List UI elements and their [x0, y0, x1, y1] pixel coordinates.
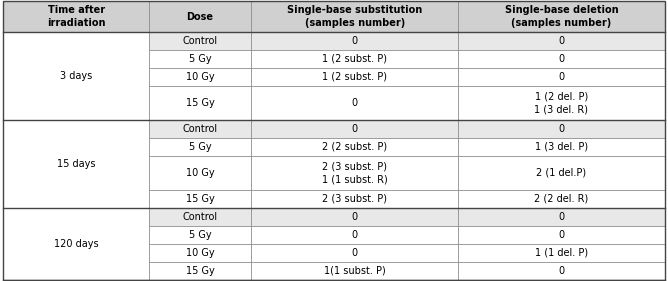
Text: 0: 0 — [558, 266, 564, 276]
Text: 5 Gy: 5 Gy — [189, 230, 211, 240]
Bar — [251, 86, 458, 120]
Text: 0: 0 — [558, 36, 564, 46]
Bar — [149, 68, 251, 86]
Text: Single-base substitution
(samples number): Single-base substitution (samples number… — [287, 5, 422, 28]
Text: 0: 0 — [558, 212, 564, 222]
Bar — [149, 138, 251, 156]
Bar — [251, 68, 458, 86]
Text: 3 days: 3 days — [60, 71, 92, 81]
Text: 120 days: 120 days — [53, 239, 98, 249]
Bar — [458, 208, 665, 226]
Bar — [149, 1, 251, 32]
Bar — [251, 244, 458, 262]
Bar — [3, 208, 149, 280]
Bar — [3, 120, 149, 208]
Text: Control: Control — [182, 36, 218, 46]
Text: 0: 0 — [351, 124, 358, 134]
Bar — [251, 32, 458, 50]
Text: 15 Gy: 15 Gy — [186, 194, 214, 204]
Bar — [3, 32, 149, 120]
Text: 1 (3 del. P): 1 (3 del. P) — [535, 142, 588, 152]
Text: 0: 0 — [558, 124, 564, 134]
Text: 1 (2 subst. P): 1 (2 subst. P) — [322, 54, 387, 64]
Bar — [458, 32, 665, 50]
Text: 0: 0 — [558, 54, 564, 64]
Text: 5 Gy: 5 Gy — [189, 142, 211, 152]
Text: 0: 0 — [351, 212, 358, 222]
Bar — [458, 226, 665, 244]
Bar — [251, 190, 458, 208]
Text: 10 Gy: 10 Gy — [186, 248, 214, 258]
Text: 0: 0 — [351, 248, 358, 258]
Text: Control: Control — [182, 212, 218, 222]
Text: Dose: Dose — [186, 12, 214, 22]
Text: 15 Gy: 15 Gy — [186, 98, 214, 108]
Text: 1(1 subst. P): 1(1 subst. P) — [324, 266, 385, 276]
Text: Single-base deletion
(samples number): Single-base deletion (samples number) — [504, 5, 618, 28]
Text: Time after
irradiation: Time after irradiation — [47, 5, 106, 28]
Bar — [149, 32, 251, 50]
Text: 1 (2 del. P)
1 (3 del. R): 1 (2 del. P) 1 (3 del. R) — [534, 92, 589, 114]
Bar — [149, 120, 251, 138]
Bar — [149, 208, 251, 226]
Bar — [251, 156, 458, 190]
Bar — [149, 86, 251, 120]
Text: 15 Gy: 15 Gy — [186, 266, 214, 276]
Bar — [251, 262, 458, 280]
Bar — [458, 68, 665, 86]
Text: 0: 0 — [351, 36, 358, 46]
Text: 1 (1 del. P): 1 (1 del. P) — [535, 248, 588, 258]
Text: 15 days: 15 days — [57, 159, 96, 169]
Text: 0: 0 — [558, 72, 564, 82]
Text: 2 (3 subst. P): 2 (3 subst. P) — [322, 194, 387, 204]
Text: 5 Gy: 5 Gy — [189, 54, 211, 64]
Bar — [149, 156, 251, 190]
Text: 2 (3 subst. P)
1 (1 subst. R): 2 (3 subst. P) 1 (1 subst. R) — [322, 162, 387, 184]
Text: 10 Gy: 10 Gy — [186, 168, 214, 178]
Bar — [251, 226, 458, 244]
Bar — [458, 262, 665, 280]
Bar — [458, 156, 665, 190]
Bar — [149, 226, 251, 244]
Bar — [251, 208, 458, 226]
Bar — [149, 244, 251, 262]
Bar — [3, 1, 149, 32]
Text: 2 (2 subst. P): 2 (2 subst. P) — [322, 142, 387, 152]
Bar — [251, 50, 458, 68]
Text: 10 Gy: 10 Gy — [186, 72, 214, 82]
Bar — [251, 120, 458, 138]
Bar — [458, 50, 665, 68]
Bar — [458, 86, 665, 120]
Bar — [458, 1, 665, 32]
Text: 1 (2 subst. P): 1 (2 subst. P) — [322, 72, 387, 82]
Bar — [458, 190, 665, 208]
Bar — [251, 138, 458, 156]
Text: 0: 0 — [351, 98, 358, 108]
Bar — [458, 120, 665, 138]
Text: 2 (1 del.P): 2 (1 del.P) — [536, 168, 587, 178]
Text: Control: Control — [182, 124, 218, 134]
Bar — [149, 262, 251, 280]
Bar — [149, 50, 251, 68]
Bar — [458, 138, 665, 156]
Bar — [149, 190, 251, 208]
Text: 0: 0 — [351, 230, 358, 240]
Bar — [251, 1, 458, 32]
Bar — [458, 244, 665, 262]
Text: 2 (2 del. R): 2 (2 del. R) — [534, 194, 589, 204]
Text: 0: 0 — [558, 230, 564, 240]
